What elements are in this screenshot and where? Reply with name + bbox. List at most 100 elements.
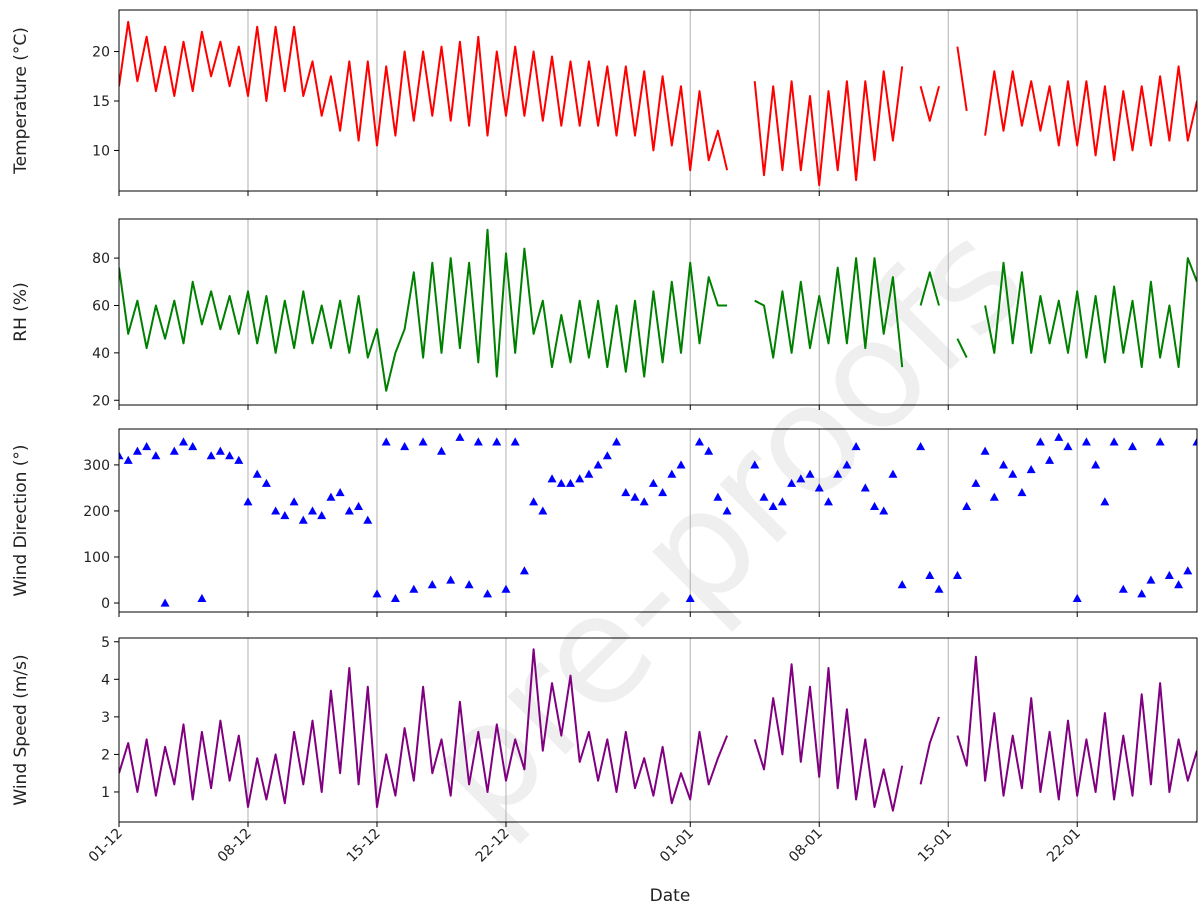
marker: [519, 566, 529, 575]
marker: [584, 469, 594, 478]
marker: [787, 478, 797, 487]
marker: [492, 437, 502, 446]
marker: [252, 469, 262, 478]
marker: [888, 469, 898, 478]
marker: [261, 478, 271, 487]
marker: [335, 488, 345, 497]
x-tick-label: 15-12: [344, 826, 384, 866]
marker: [298, 515, 308, 524]
marker: [483, 589, 493, 598]
marker: [132, 446, 142, 455]
axes-frame: [118, 428, 1198, 613]
marker: [381, 437, 391, 446]
marker: [473, 437, 483, 446]
plot-area: [119, 228, 1197, 392]
x-axis-label: Date: [650, 886, 691, 906]
marker: [602, 451, 612, 460]
marker: [962, 501, 972, 510]
marker: [280, 511, 290, 520]
marker: [317, 511, 327, 520]
y-tick-label: 10: [92, 143, 110, 159]
x-tick-label: 01-01: [657, 826, 697, 866]
y-axis-label: Temperature (°C): [11, 27, 31, 175]
marker: [612, 437, 622, 446]
marker: [446, 575, 456, 584]
marker: [1054, 432, 1064, 441]
marker: [722, 506, 732, 515]
marker: [999, 460, 1009, 469]
marker: [119, 451, 124, 460]
marker: [704, 446, 714, 455]
y-tick-label: 5: [101, 635, 110, 651]
marker: [777, 497, 787, 506]
marker: [639, 497, 649, 506]
y-tick-label: 2: [101, 747, 110, 763]
y-tick-label: 4: [101, 672, 110, 688]
marker: [934, 584, 944, 593]
marker: [860, 483, 870, 492]
marker: [142, 441, 152, 451]
marker: [326, 492, 336, 501]
marker: [823, 497, 833, 506]
axes-frame: [118, 218, 1198, 406]
marker: [418, 437, 428, 446]
marker: [971, 478, 981, 487]
y-tick-label: 1: [101, 785, 110, 801]
marker: [1035, 437, 1045, 446]
marker: [197, 593, 207, 603]
marker: [510, 437, 520, 446]
marker: [400, 441, 410, 451]
marker: [621, 488, 631, 497]
marker: [1192, 437, 1197, 446]
plot-area: [119, 20, 1197, 187]
marker: [593, 460, 603, 469]
marker: [630, 492, 640, 501]
marker: [667, 469, 677, 478]
marker: [547, 474, 557, 483]
marker: [870, 501, 880, 510]
marker: [796, 474, 806, 483]
plot-area: [119, 648, 1197, 812]
marker: [529, 497, 539, 506]
marker: [271, 506, 281, 515]
y-tick-label: 100: [83, 550, 110, 566]
marker: [750, 460, 760, 469]
marker: [151, 451, 161, 460]
marker: [1118, 584, 1128, 593]
marker: [916, 441, 926, 451]
marker: [1128, 441, 1138, 451]
marker: [436, 446, 446, 455]
y-tick-label: 200: [83, 504, 110, 520]
marker: [1045, 455, 1055, 464]
marker: [851, 441, 861, 451]
marker: [1137, 589, 1147, 598]
marker: [685, 593, 695, 603]
marker: [178, 437, 188, 446]
y-axis-label: Wind Speed (m/s): [11, 654, 31, 805]
marker: [556, 478, 566, 487]
marker: [925, 570, 935, 579]
marker: [897, 580, 907, 589]
marker: [169, 446, 179, 455]
y-tick-label: 300: [83, 458, 110, 474]
marker: [768, 501, 778, 510]
marker: [234, 455, 244, 464]
y-tick-label: 60: [92, 298, 110, 314]
marker: [1008, 469, 1018, 478]
y-tick-label: 15: [92, 94, 110, 110]
marker: [390, 593, 400, 603]
y-tick-label: 80: [92, 251, 110, 267]
marker: [658, 488, 668, 497]
marker: [575, 474, 585, 483]
x-tick-label: 22-01: [1044, 826, 1084, 866]
marker: [814, 483, 824, 492]
marker: [1063, 441, 1073, 451]
marker: [501, 584, 511, 593]
marker: [225, 451, 235, 460]
marker: [980, 446, 990, 455]
marker: [1072, 593, 1082, 603]
marker: [713, 492, 723, 501]
y-tick-label: 20: [92, 45, 110, 61]
marker: [676, 460, 686, 469]
